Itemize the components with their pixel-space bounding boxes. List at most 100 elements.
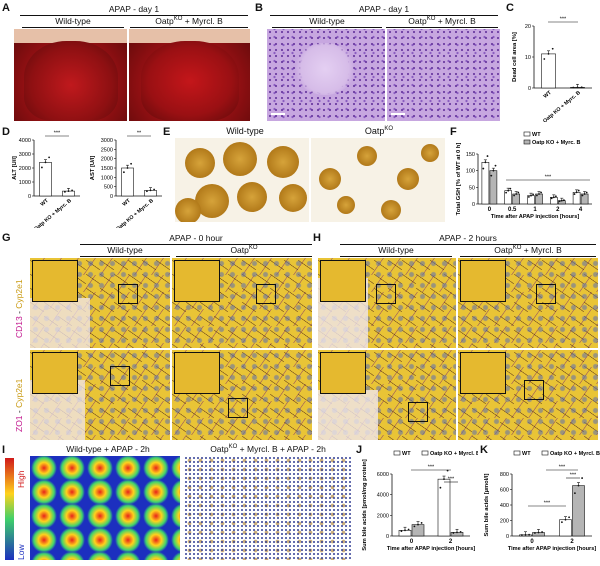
ihc-h-ko-zo1 xyxy=(458,350,598,440)
data-point xyxy=(574,492,576,495)
significance-label: *** xyxy=(54,131,61,137)
data-point xyxy=(505,191,507,194)
legend-label: WT xyxy=(522,451,531,457)
photo-liver-wildtype xyxy=(14,29,127,121)
data-point xyxy=(404,529,406,532)
panel-label-d: D xyxy=(2,126,10,138)
panel-h-right-line xyxy=(460,256,596,257)
row-label-cd13: CD13 - Cyp2e1 xyxy=(14,279,24,338)
pericentral-zone xyxy=(381,200,401,220)
x-tick-label: 0 xyxy=(488,207,492,213)
maldi-heatmap-wildtype xyxy=(30,456,180,560)
y-tick-label: 500 xyxy=(104,185,113,191)
cyp-stain-wildtype xyxy=(175,138,309,222)
significance-label: *** xyxy=(559,465,566,471)
significance-label: *** xyxy=(545,175,552,181)
data-point xyxy=(486,155,489,157)
x-tick-label: 1 xyxy=(533,207,537,213)
x-axis-label: Time after APAP injection [hours] xyxy=(508,546,597,552)
data-point xyxy=(561,521,563,524)
significance-label: *** xyxy=(428,465,435,471)
significance-label: *** xyxy=(544,501,551,507)
legend-swatch xyxy=(523,139,531,145)
panel-a-left-header: Wild-type xyxy=(55,16,91,26)
data-point xyxy=(494,164,497,167)
y-tick-label: 0 xyxy=(528,86,531,92)
panel-i-left-header: Wild-type + APAP - 2h xyxy=(66,444,150,454)
x-tick-label: 2 xyxy=(556,207,560,213)
y-tick-label: 10 xyxy=(525,55,531,61)
data-point xyxy=(537,531,540,534)
y-tick-label: 0 xyxy=(472,202,475,208)
data-point xyxy=(439,486,442,489)
ihc-g-ko-zo1 xyxy=(172,350,312,440)
data-point xyxy=(452,532,455,534)
panel-g-left-line xyxy=(80,256,170,257)
panel-label-f: F xyxy=(450,126,457,138)
panel-label-e: E xyxy=(163,126,171,138)
panel-b-title: APAP - day 1 xyxy=(358,4,410,14)
panel-h-left-line xyxy=(340,256,452,257)
y-tick-label: 150 xyxy=(466,152,475,158)
data-point xyxy=(563,199,565,202)
panel-g-title-line xyxy=(80,244,312,245)
zoom-inset xyxy=(320,352,366,394)
y-tick-label: 6000 xyxy=(377,472,389,478)
y-axis-label: ALT [U/l] xyxy=(12,156,18,180)
ihc-h-wt-cd13 xyxy=(318,258,456,348)
he-stain-oatpko xyxy=(387,29,500,121)
data-point xyxy=(482,167,485,170)
data-point xyxy=(543,58,546,60)
data-point xyxy=(552,196,555,199)
data-point xyxy=(507,189,510,192)
data-point xyxy=(149,189,152,192)
data-point xyxy=(528,533,530,536)
data-point xyxy=(459,530,462,533)
y-tick-label: 600 xyxy=(500,488,509,494)
y-tick-label: 0 xyxy=(506,534,509,540)
data-point xyxy=(407,528,410,531)
data-point xyxy=(576,86,579,89)
y-tick-label: 100 xyxy=(466,169,475,175)
data-point xyxy=(153,188,155,191)
x-tick-label: WT xyxy=(40,197,51,207)
data-point xyxy=(534,532,536,534)
zoom-box xyxy=(110,366,130,386)
pericentral-zone xyxy=(357,146,377,166)
panel-g-right-header: OatpKO xyxy=(230,245,258,255)
data-point xyxy=(577,189,580,192)
data-point xyxy=(540,191,542,194)
panel-label-h: H xyxy=(313,232,321,244)
y-tick-label: 2000 xyxy=(377,513,389,519)
data-point xyxy=(551,47,554,50)
panel-a-left-line xyxy=(22,27,124,28)
data-point xyxy=(71,189,73,192)
pericentral-zone xyxy=(175,198,201,222)
cyp-stain-oatpko xyxy=(311,138,445,222)
data-point xyxy=(568,516,570,519)
panel-label-b: B xyxy=(255,2,263,14)
zoom-inset xyxy=(174,260,220,302)
zoom-inset xyxy=(174,352,220,394)
heatmap-color-scale xyxy=(5,458,14,560)
data-point xyxy=(513,194,515,197)
legend-label: Oatp KO + Myrcl. B xyxy=(550,451,600,457)
zoom-box xyxy=(228,398,248,418)
data-point xyxy=(484,161,487,164)
ihc-g-ko-cd13 xyxy=(172,258,312,348)
data-point xyxy=(530,194,532,197)
y-tick-label: 1000 xyxy=(19,180,31,186)
zoom-box xyxy=(376,284,396,304)
data-point xyxy=(126,167,129,169)
pericentral-zone xyxy=(267,146,299,178)
data-point xyxy=(517,191,520,194)
y-tick-label: 20 xyxy=(525,24,531,30)
data-point xyxy=(547,53,550,55)
y-tick-label: 2000 xyxy=(101,157,113,163)
zoom-box xyxy=(256,284,276,304)
data-point xyxy=(555,195,557,198)
data-point xyxy=(515,193,518,195)
